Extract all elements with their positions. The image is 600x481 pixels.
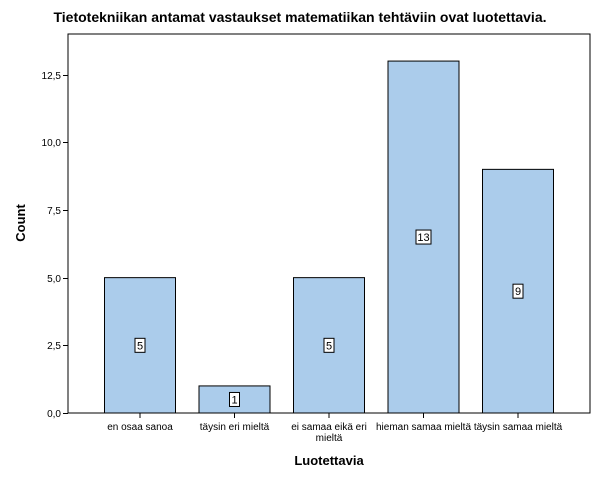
y-tick-label: 12,5 <box>42 71 62 82</box>
x-tick-label: täysin eri mieltä <box>200 422 270 433</box>
data-label-box <box>323 337 335 353</box>
y-tick-label: 5,0 <box>47 274 61 285</box>
x-axis: en osaa sanoa täysin eri mieltä ei samaa e… <box>107 413 563 444</box>
x-tick-label: ei samaa eikä eri mieltä <box>291 422 367 444</box>
y-tick-label: 10,0 <box>42 138 62 149</box>
data-label-box <box>512 283 524 299</box>
chart-title: Tietotekniikan antamat vastaukset matema… <box>53 9 546 25</box>
bars: 5 1 5 13 9 <box>104 60 554 414</box>
data-label-box <box>229 391 240 407</box>
data-label: 9 <box>515 286 521 298</box>
data-label-box <box>415 229 432 245</box>
y-axis-title: Count <box>13 204 28 242</box>
y-axis: 0,0 2,5 5,0 7,5 10,0 12,5 <box>42 71 68 420</box>
data-label: 5 <box>137 340 143 352</box>
data-label: 1 <box>231 394 237 406</box>
x-tick-label: en osaa sanoa <box>107 422 173 433</box>
x-tick-label: täysin samaa mieltä <box>474 422 563 433</box>
x-tick-label: hieman samaa mieltä <box>376 422 471 433</box>
bar <box>482 168 554 414</box>
x-axis-title: Luotettavia <box>294 453 364 468</box>
y-tick-label: 2,5 <box>47 341 61 352</box>
data-label: 13 <box>417 232 429 244</box>
y-tick-label: 0,0 <box>47 409 61 420</box>
y-tick-label: 7,5 <box>47 206 61 217</box>
data-label-box <box>134 337 146 353</box>
data-label: 5 <box>326 340 332 352</box>
